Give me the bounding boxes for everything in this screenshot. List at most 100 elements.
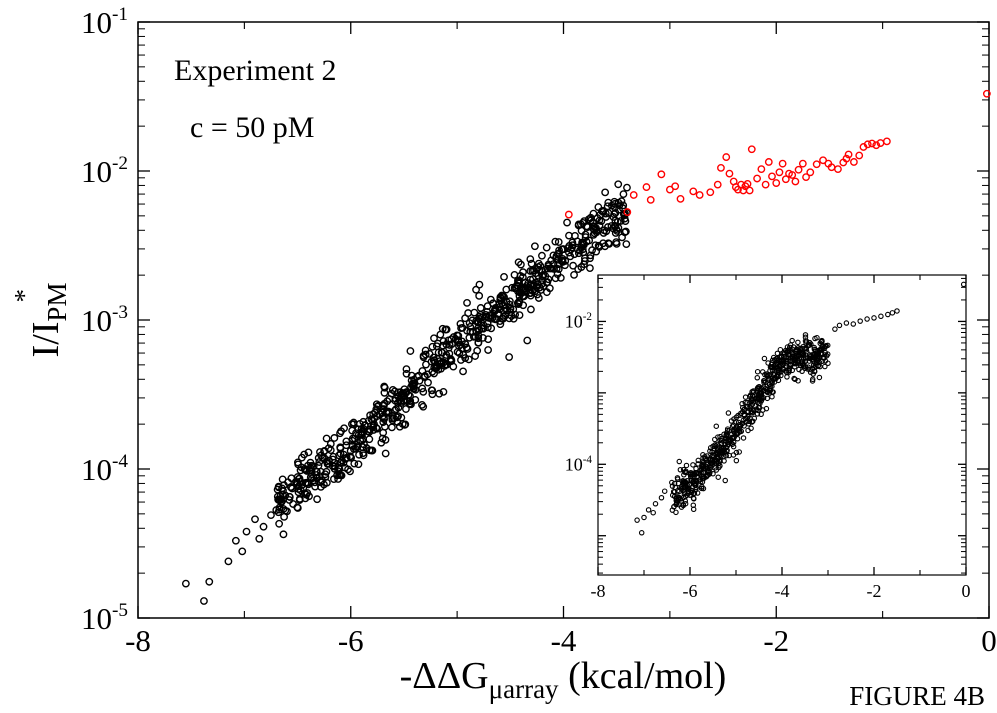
y-tick-exponent: -2 (112, 153, 128, 174)
scatter-point (710, 470, 716, 477)
scatter-point (459, 367, 467, 376)
y-tick-label: 10-2 (81, 153, 128, 189)
scatter-point (757, 165, 766, 173)
scatter-point (275, 519, 284, 528)
scatter-point (715, 455, 722, 461)
scatter-point (474, 331, 483, 340)
scatter-point (224, 557, 233, 566)
scatter-point (276, 491, 285, 500)
scatter-point (428, 386, 437, 395)
scatter-point (754, 385, 761, 391)
scatter-point (777, 346, 784, 353)
scatter-point (445, 349, 454, 358)
scatter-point (515, 311, 524, 320)
scatter-point (545, 264, 554, 273)
scatter-point (700, 459, 706, 466)
x-tick-label: -2 (867, 581, 882, 601)
scatter-point (335, 471, 343, 479)
scatter-point (339, 458, 348, 467)
scatter-point (740, 435, 747, 441)
scatter-point (673, 501, 679, 508)
x-label-suffix: (kcal/mol) (559, 655, 727, 697)
scatter-point (348, 434, 357, 443)
scatter-point (982, 89, 991, 98)
scatter-point (391, 406, 399, 415)
scatter-point (722, 153, 731, 161)
scatter-point (340, 424, 348, 433)
scatter-point (410, 375, 419, 384)
scatter-point (484, 346, 492, 354)
scatter-point (350, 459, 359, 468)
scatter-point (394, 412, 402, 421)
scatter-point (534, 294, 543, 302)
scatter-point (505, 353, 514, 361)
y-tick-base: 10 (565, 312, 583, 332)
y-tick-exponent: -3 (112, 302, 128, 323)
main-scatter-points (181, 89, 991, 605)
scatter-point (723, 452, 729, 459)
scatter-point (809, 376, 816, 383)
scatter-point (317, 482, 325, 491)
scatter-point (677, 466, 684, 473)
x-tick-label: -8 (591, 581, 606, 601)
x-label-prefix: -ΔΔG (400, 655, 489, 697)
scatter-point (725, 169, 734, 178)
inset-background (598, 275, 966, 575)
scatter-point (531, 242, 539, 251)
scatter-point (604, 209, 613, 217)
scatter-point (878, 313, 884, 320)
scatter-point (773, 373, 780, 380)
scatter-point (410, 379, 419, 388)
scatter-point (614, 180, 623, 189)
scatter-point (885, 311, 891, 318)
scatter-point (791, 177, 800, 186)
scatter-point (690, 490, 697, 497)
scatter-point (526, 255, 535, 264)
scatter-point (473, 346, 482, 355)
y-tick-base: 10 (81, 154, 112, 189)
scatter-point (669, 479, 675, 486)
scatter-point (550, 265, 558, 273)
scatter-point (761, 384, 767, 391)
scatter-point (718, 449, 724, 456)
scatter-point (766, 390, 773, 396)
y-tick-base: 10 (81, 303, 112, 338)
scatter-point (818, 346, 825, 353)
scatter-point (397, 399, 406, 407)
scatter-point (805, 364, 811, 370)
scatter-point (486, 295, 495, 304)
scatter-point (322, 434, 331, 443)
scatter-point (336, 429, 344, 438)
scatter-point (475, 291, 484, 300)
scatter-point (736, 425, 742, 432)
scatter-point (590, 222, 599, 231)
scatter-point (761, 180, 770, 189)
scatter-point (724, 427, 731, 434)
scatter-point (741, 406, 747, 413)
scatter-point (863, 140, 872, 149)
scatter-point (463, 298, 471, 307)
scatter-point (623, 208, 632, 216)
scatter-point (514, 258, 523, 267)
scatter-point (379, 418, 388, 427)
scatter-point (259, 522, 268, 531)
scatter-point (559, 245, 568, 254)
scatter-point (665, 185, 674, 194)
scatter-point (894, 308, 900, 314)
scatter-point (638, 530, 645, 536)
scatter-point (785, 355, 792, 361)
scatter-point (464, 355, 473, 364)
scatter-point (506, 308, 515, 317)
scatter-point (292, 480, 301, 489)
scatter-point (850, 321, 857, 327)
inset-y-ticks: 10-410-2 (565, 277, 966, 574)
scatter-point (321, 473, 330, 481)
scatter-point (490, 306, 499, 315)
y-label-sub: PM (42, 283, 72, 322)
scatter-point (612, 225, 621, 234)
scatter-point (484, 335, 493, 344)
scatter-point (380, 382, 389, 391)
scatter-point (420, 373, 429, 382)
scatter-point (733, 419, 739, 425)
scatter-point (502, 297, 511, 306)
